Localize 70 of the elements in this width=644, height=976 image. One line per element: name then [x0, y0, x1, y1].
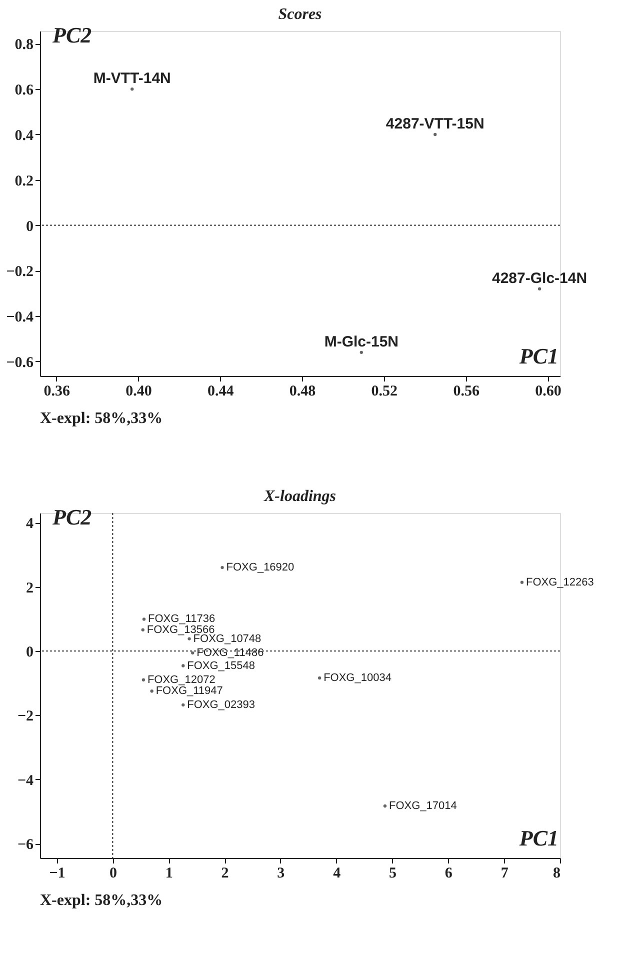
series-label: FOXG_11486: [196, 646, 264, 659]
point: [141, 628, 144, 632]
text: X-expl: 58%,33%: [40, 892, 163, 909]
y-tick-label: 0.4: [14, 128, 34, 144]
y-tick-label: 0.8: [14, 37, 34, 54]
point: [383, 804, 387, 808]
x-tick-label: 7: [500, 866, 509, 882]
x-tick-label: 0.36: [44, 384, 71, 400]
series-label: FOXG_16920: [226, 562, 294, 574]
series-label: M-Glc-15N: [324, 333, 399, 350]
y-tick-label: 4: [26, 516, 34, 532]
series-label: 4287-Glc-14N: [492, 270, 588, 287]
point: [188, 637, 191, 640]
y-axis-title: PC2: [52, 22, 92, 48]
series-label: FOXG_02393: [187, 698, 256, 711]
series-label: FOXG_11736: [148, 613, 216, 626]
point: [142, 618, 146, 621]
point: [538, 287, 542, 290]
x-tick-label: 0.40: [126, 384, 152, 400]
chart-title: X-loadings: [262, 488, 336, 505]
series-label: FOXG_17014: [388, 800, 457, 812]
point: [191, 651, 194, 655]
y-tick-label: −6: [17, 837, 34, 854]
point: [182, 664, 185, 668]
text: X-expl: 58%,33%: [40, 410, 163, 427]
x-tick-label: 0.44: [208, 384, 234, 400]
x-tick-label: −1: [49, 866, 66, 882]
y-tick-label: −0.2: [6, 264, 34, 280]
y-tick-label: 0.2: [14, 173, 34, 190]
series-label: FOXG_10748: [193, 632, 262, 645]
y-axis-title: PC2: [52, 504, 92, 530]
chart-title: Scores: [278, 6, 322, 23]
y-tick-label: −2: [17, 708, 34, 725]
y-tick-label: −0.6: [6, 354, 34, 371]
y-tick-label: 2: [26, 580, 34, 596]
y-tick-label: 0: [26, 644, 34, 660]
point: [220, 566, 224, 570]
point: [182, 703, 185, 706]
y-tick-label: −0.4: [6, 310, 34, 326]
x-tick-label: 6: [444, 866, 453, 882]
series-label: FOXG_12072: [147, 674, 216, 686]
x-tick-label: 0.60: [535, 384, 562, 400]
series-label: M-VTT-14N: [93, 70, 171, 88]
point: [150, 690, 154, 693]
x-tick-label: 1: [165, 866, 173, 882]
x-axis-title: PC1: [518, 826, 558, 850]
series-label: FOXG_12263: [526, 576, 594, 588]
x-tick-label: 8: [553, 866, 560, 882]
x-tick-label: 0.48: [289, 384, 316, 400]
point: [142, 678, 146, 682]
point: [434, 132, 437, 136]
point: [130, 88, 134, 91]
x-axis-title: PC1: [518, 344, 558, 368]
x-tick-label: 4: [333, 866, 342, 882]
series-label: FOXG_10034: [324, 672, 392, 684]
x-tick-label: 0.56: [453, 384, 480, 400]
point: [360, 350, 363, 354]
x-tick-label: 0.52: [371, 384, 398, 400]
x-tick-label: 2: [221, 866, 229, 882]
x-tick-label: 3: [277, 866, 285, 882]
point: [520, 580, 524, 584]
y-tick-label: 0.6: [14, 82, 34, 99]
x-tick-label: 5: [389, 866, 397, 882]
series-label: 4287-VTT-15N: [386, 116, 484, 132]
point: [318, 676, 322, 680]
x-tick-label: 0: [109, 866, 117, 882]
series-label: FOXG_15548: [187, 660, 256, 672]
y-tick-label: 0: [26, 218, 34, 235]
series-label: FOXG_11947: [156, 685, 223, 698]
y-tick-label: −4: [17, 772, 34, 789]
